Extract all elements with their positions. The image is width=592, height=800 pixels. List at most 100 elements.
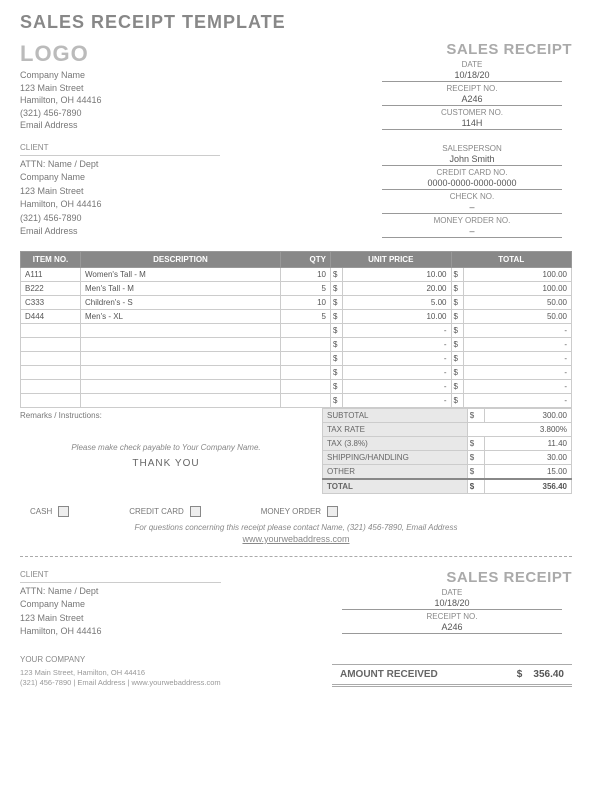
cell-qty: 10 <box>281 267 331 281</box>
cell-price: - <box>343 337 452 351</box>
table-row: $-$- <box>21 393 572 407</box>
cash-option[interactable]: CASH <box>30 506 69 517</box>
cell-desc <box>81 365 281 379</box>
cell-qty: 5 <box>281 281 331 295</box>
cell-currency: $ <box>451 365 463 379</box>
cell-item <box>21 351 81 365</box>
cell-qty: 10 <box>281 295 331 309</box>
cell-item <box>21 337 81 351</box>
amt-currency: $ <box>517 669 523 680</box>
total-value: 356.40 <box>485 479 572 494</box>
your-company-label: YOUR COMPANY <box>20 655 221 666</box>
cc-checkbox[interactable] <box>190 506 201 517</box>
mo-label: MONEY ORDER NO. <box>372 216 572 225</box>
your-contact: (321) 456-7890 | Email Address | www.you… <box>20 678 221 688</box>
cash-checkbox[interactable] <box>58 506 69 517</box>
tax-label: TAX (3.8%) <box>323 436 468 450</box>
taxrate-value: 3.800% <box>467 422 571 436</box>
stub-name: Company Name <box>20 598 221 612</box>
cell-currency: $ <box>451 379 463 393</box>
cell-item <box>21 379 81 393</box>
cell-price: - <box>343 323 452 337</box>
cell-item <box>21 393 81 407</box>
cell-total: 50.00 <box>463 295 572 309</box>
client-name: Company Name <box>20 171 220 185</box>
cell-price: 20.00 <box>343 281 452 295</box>
date-value: 10/18/20 <box>382 69 562 82</box>
cell-item: A111 <box>21 267 81 281</box>
totals-table: SUBTOTAL $300.00 TAX RATE3.800% TAX (3.8%… <box>322 408 572 494</box>
cell-desc: Women's Tall - M <box>81 267 281 281</box>
stub-date: 10/18/20 <box>342 597 562 610</box>
cell-total: 100.00 <box>463 281 572 295</box>
cell-total: - <box>463 323 572 337</box>
cell-currency: $ <box>451 295 463 309</box>
cash-label: CASH <box>30 507 52 516</box>
cell-desc: Men's Tall - M <box>81 281 281 295</box>
mo-checkbox[interactable] <box>327 506 338 517</box>
cell-desc <box>81 393 281 407</box>
tax-value: 11.40 <box>485 436 572 450</box>
cell-total: 50.00 <box>463 309 572 323</box>
cc-label: CREDIT CARD NO. <box>372 168 572 177</box>
ship-label: SHIPPING/HANDLING <box>323 450 468 464</box>
other-value: 15.00 <box>485 464 572 479</box>
stub-client-label: CLIENT <box>20 569 221 583</box>
taxrate-label: TAX RATE <box>323 422 468 436</box>
table-row: $-$- <box>21 337 572 351</box>
col-header: UNIT PRICE <box>331 251 452 267</box>
cell-total: - <box>463 365 572 379</box>
subtotal-value: 300.00 <box>485 408 572 422</box>
logo: LOGO <box>20 41 102 67</box>
cell-currency: $ <box>451 393 463 407</box>
cell-item: B222 <box>21 281 81 295</box>
items-table: ITEM NO.DESCRIPTIONQTYUNIT PRICETOTAL A1… <box>20 251 572 408</box>
cell-currency: $ <box>451 337 463 351</box>
cell-currency: $ <box>451 323 463 337</box>
cell-qty <box>281 351 331 365</box>
cell-qty <box>281 379 331 393</box>
cell-item: C333 <box>21 295 81 309</box>
currency-symbol: $ <box>467 479 484 494</box>
table-row: $-$- <box>21 379 572 393</box>
cell-item <box>21 365 81 379</box>
cell-currency: $ <box>331 267 343 281</box>
stub-header: SALES RECEIPT <box>332 569 572 586</box>
cell-price: - <box>343 393 452 407</box>
mo-option[interactable]: MONEY ORDER <box>261 506 338 517</box>
cell-price: 10.00 <box>343 309 452 323</box>
cell-currency: $ <box>331 309 343 323</box>
stub-date-label: DATE <box>332 588 572 597</box>
col-header: QTY <box>281 251 331 267</box>
stub-addr2: Hamilton, OH 44416 <box>20 625 221 639</box>
cell-desc <box>81 351 281 365</box>
cell-total: - <box>463 379 572 393</box>
currency-symbol: $ <box>467 450 484 464</box>
cell-qty: 5 <box>281 309 331 323</box>
cell-desc: Men's - XL <box>81 309 281 323</box>
other-label: OTHER <box>323 464 468 479</box>
cell-currency: $ <box>331 281 343 295</box>
cell-total: - <box>463 337 572 351</box>
company-email: Email Address <box>20 119 102 132</box>
client-attn: ATTN: Name / Dept <box>20 158 220 172</box>
cell-currency: $ <box>331 351 343 365</box>
receipt-no-value: A246 <box>382 93 562 106</box>
cell-total: 100.00 <box>463 267 572 281</box>
client-phone: (321) 456-7890 <box>20 212 220 226</box>
cell-qty <box>281 337 331 351</box>
receipt-no-label: RECEIPT NO. <box>372 84 572 93</box>
cell-price: 10.00 <box>343 267 452 281</box>
subtotal-label: SUBTOTAL <box>323 408 468 422</box>
cc-option[interactable]: CREDIT CARD <box>129 506 201 517</box>
cell-total: - <box>463 351 572 365</box>
salesperson-label: SALESPERSON <box>372 144 572 153</box>
payable-text: Please make check payable to Your Compan… <box>20 443 312 452</box>
cell-price: - <box>343 351 452 365</box>
date-label: DATE <box>372 60 572 69</box>
cell-currency: $ <box>331 337 343 351</box>
cell-currency: $ <box>451 351 463 365</box>
cell-qty <box>281 365 331 379</box>
client-addr2: Hamilton, OH 44416 <box>20 198 220 212</box>
cell-item: D444 <box>21 309 81 323</box>
